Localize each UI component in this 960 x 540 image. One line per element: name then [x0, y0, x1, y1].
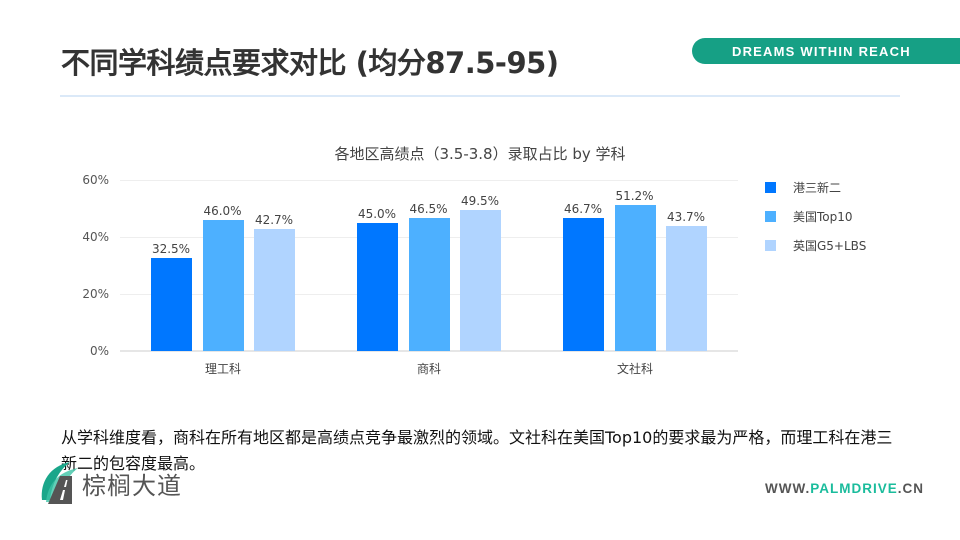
plot-area: 32.5% 46.0% 42.7% 45.0% 46.5% 49.5% 46.7% 51.2%… [120, 180, 738, 352]
bar [254, 229, 295, 351]
bar-value-label: 49.5% [460, 193, 500, 208]
bar [614, 205, 656, 351]
website-suffix: .CN [897, 481, 924, 496]
bar [563, 217, 604, 351]
legend-label: 美国Top10 [793, 209, 853, 224]
bar-value-label: 46.5% [409, 202, 448, 217]
legend-label: 英国G5+LBS [793, 238, 867, 253]
brand-tagline: DREAMS WITHIN REACH [732, 43, 911, 59]
y-tick: 60% [82, 173, 109, 187]
y-tick: 40% [82, 230, 109, 244]
legend-item[interactable]: 美国Top10 [765, 209, 866, 224]
page-title: 不同学科绩点要求对比 (均分87.5-95) [61, 46, 559, 80]
bar-value-label: 32.5% [151, 242, 191, 257]
logo-text: 棕榈大道 [82, 471, 182, 500]
legend-item[interactable]: 英国G5+LBS [765, 238, 867, 253]
bar-value-label: 45.0% [357, 206, 397, 221]
x-tick-商科: 商科 [416, 362, 441, 376]
bar [408, 218, 450, 351]
legend-label: 港三新二 [793, 180, 842, 195]
chart-legend: 港三新二 美国Top10 英国G5+LBS [765, 180, 866, 267]
bar-value-label: 46.0% [203, 203, 242, 218]
legend-swatch [765, 239, 776, 251]
brand-tagline-badge: DREAMS WITHIN REACH [692, 38, 960, 64]
website-url[interactable]: WWW.PALMDRIVE.CN [765, 481, 924, 496]
x-tick-文社科: 文社科 [616, 362, 653, 376]
legend-swatch [765, 181, 776, 193]
bar-value-label: 51.2% [615, 189, 654, 204]
legend-swatch [765, 210, 776, 222]
website-brand: PALMDRIVE [810, 481, 898, 496]
bar-value-label: 42.7% [254, 213, 294, 228]
legend-item[interactable]: 港三新二 [765, 180, 866, 195]
bar [357, 222, 398, 351]
y-tick: 20% [82, 287, 109, 301]
bar [460, 209, 501, 351]
palmdrive-logo: 棕榈大道 [38, 460, 182, 506]
y-tick: 0% [89, 344, 109, 358]
summary-paragraph: 从学科维度看，商科在所有地区都是高绩点竞争最激烈的领域。文社科在美国Top10的… [61, 428, 893, 473]
x-tick-理工科: 理工科 [204, 362, 241, 376]
road-leaf-logo-icon [41, 462, 78, 504]
bar [151, 258, 192, 351]
bar [202, 219, 244, 351]
bar-value-label: 43.7% [666, 210, 706, 225]
website-prefix: WWW. [765, 481, 811, 496]
x-axis-baseline [120, 350, 738, 352]
bar-value-label: 46.7% [563, 201, 603, 216]
bar [666, 226, 707, 351]
title-divider [60, 95, 900, 97]
gridline [120, 180, 738, 181]
chart-title: 各地区高绩点（3.5-3.8）录取占比 by 学科 [334, 145, 626, 163]
